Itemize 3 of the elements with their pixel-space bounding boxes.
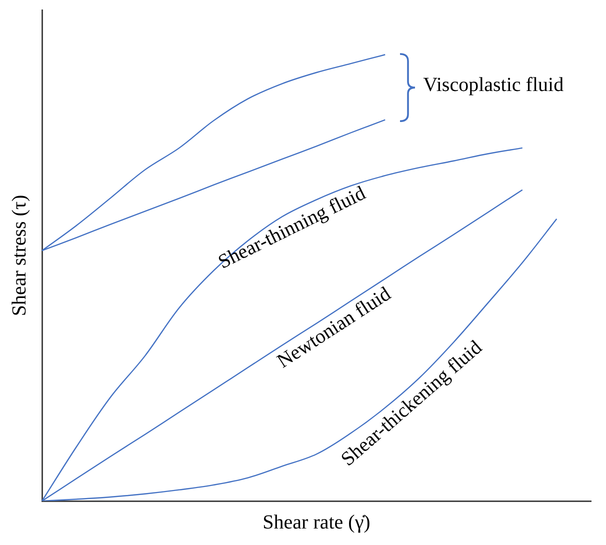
x-axis-title: Shear rate (γ̇) — [262, 511, 370, 534]
y-axis-title: Shear stress (τ) — [8, 194, 30, 316]
annotation: Viscoplastic fluid — [423, 74, 564, 98]
